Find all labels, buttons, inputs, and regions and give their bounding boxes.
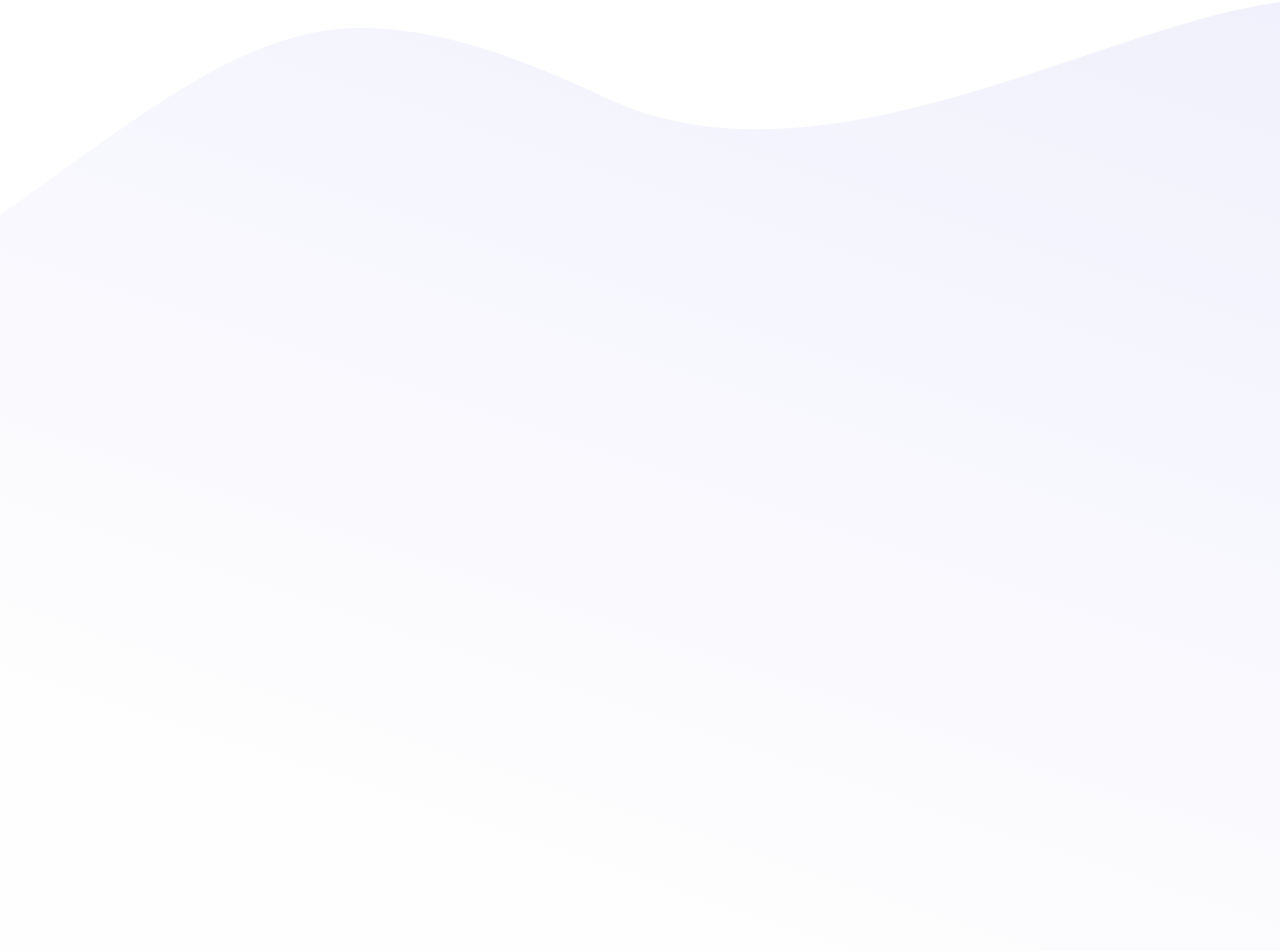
- page-background: [0, 0, 1280, 951]
- decorative-wave-shape: [0, 2, 1280, 951]
